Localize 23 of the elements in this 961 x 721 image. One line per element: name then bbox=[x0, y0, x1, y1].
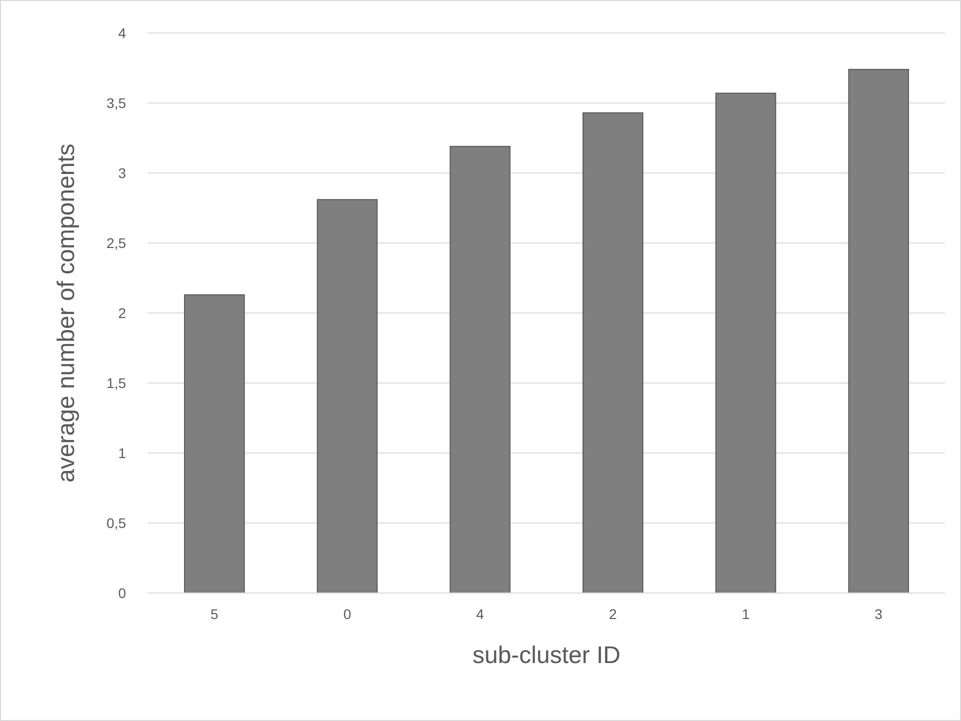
y-axis-title: average number of components bbox=[53, 144, 80, 482]
y-tick-label: 4 bbox=[118, 24, 126, 41]
x-tick-label: 3 bbox=[874, 606, 883, 622]
y-tick-label: 3,5 bbox=[106, 94, 126, 111]
y-tick-label: 0 bbox=[118, 584, 126, 601]
x-tick-label: 0 bbox=[343, 606, 352, 622]
bar bbox=[582, 112, 644, 594]
x-tick-label: 5 bbox=[210, 606, 219, 622]
bar bbox=[450, 146, 510, 594]
y-tick-label: 1 bbox=[118, 444, 126, 461]
y-tick-label: 2,5 bbox=[106, 234, 126, 251]
bar bbox=[715, 92, 776, 594]
x-tick-label: 1 bbox=[742, 606, 750, 622]
y-tick-label: 3 bbox=[118, 164, 126, 181]
x-tick-label: 2 bbox=[609, 606, 618, 622]
bar bbox=[316, 199, 378, 594]
y-tick-label: 0,5 bbox=[106, 514, 126, 531]
bar bbox=[184, 294, 245, 594]
x-tick-label: 4 bbox=[476, 606, 484, 622]
y-tick-label: 2 bbox=[118, 304, 126, 321]
x-axis-title: sub-cluster ID bbox=[472, 642, 621, 669]
y-tick-label: 1,5 bbox=[106, 374, 126, 391]
bar bbox=[848, 68, 909, 594]
